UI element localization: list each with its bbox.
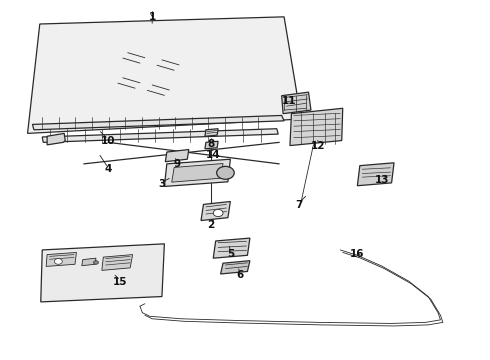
Text: 13: 13 (374, 175, 389, 185)
Circle shape (217, 166, 234, 179)
Text: 3: 3 (158, 179, 166, 189)
Text: 5: 5 (227, 248, 234, 258)
Text: 7: 7 (295, 200, 302, 210)
Polygon shape (164, 159, 230, 186)
Polygon shape (213, 238, 250, 258)
Text: 1: 1 (148, 12, 156, 22)
Text: 12: 12 (311, 141, 325, 151)
Circle shape (213, 210, 223, 217)
Polygon shape (82, 258, 96, 266)
Polygon shape (46, 252, 76, 266)
Text: 8: 8 (207, 139, 215, 149)
Polygon shape (220, 261, 250, 274)
Text: 15: 15 (113, 277, 128, 287)
Text: 16: 16 (350, 248, 365, 258)
Polygon shape (102, 255, 133, 270)
Polygon shape (357, 163, 394, 186)
Text: 2: 2 (207, 220, 215, 230)
Text: 6: 6 (237, 270, 244, 280)
Polygon shape (282, 92, 311, 114)
Polygon shape (172, 163, 223, 182)
Text: 9: 9 (173, 159, 180, 169)
Polygon shape (201, 202, 230, 221)
Polygon shape (205, 141, 218, 149)
Circle shape (54, 258, 62, 264)
Polygon shape (42, 129, 278, 142)
Polygon shape (32, 116, 284, 130)
Text: 4: 4 (104, 164, 112, 174)
Circle shape (94, 261, 98, 264)
Polygon shape (41, 244, 164, 302)
Text: 14: 14 (206, 150, 220, 160)
Polygon shape (205, 129, 218, 136)
Text: 11: 11 (282, 96, 296, 106)
Polygon shape (47, 134, 65, 145)
Polygon shape (27, 17, 301, 134)
Text: 10: 10 (101, 136, 116, 145)
Polygon shape (290, 108, 343, 145)
Polygon shape (165, 149, 189, 162)
